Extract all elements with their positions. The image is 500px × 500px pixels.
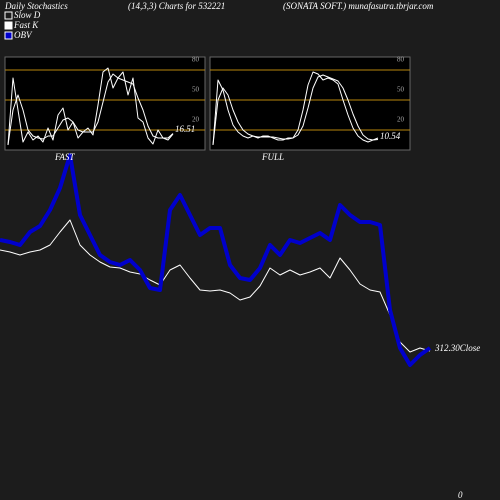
series-line: [212, 74, 379, 146]
legend-label: Slow D: [14, 10, 41, 20]
y-tick-label: 50: [397, 86, 405, 94]
source: (SONATA SOFT.) munafasutra.tbrjar.com: [283, 1, 434, 11]
title: Daily Stochastics: [4, 1, 68, 11]
series-line: [0, 153, 432, 367]
annotation: 312.30Close: [434, 343, 480, 353]
panel-title: FAST: [54, 152, 75, 162]
annotation: 16.51: [175, 124, 195, 134]
y-tick-label: 80: [397, 56, 405, 64]
subtitle: (14,3,3) Charts for 532221: [128, 1, 225, 11]
footer: 0: [458, 490, 463, 500]
y-tick-label: 20: [192, 116, 200, 124]
y-tick-label: 50: [192, 86, 200, 94]
legend-swatch: [4, 31, 13, 40]
y-tick-label: 20: [397, 116, 405, 124]
series-line: [7, 73, 174, 146]
legend-label: OBV: [14, 30, 33, 40]
series-line: [0, 219, 431, 353]
y-tick-label: 80: [192, 56, 200, 64]
panel-title: FULL: [261, 152, 284, 162]
legend-swatch: [4, 11, 13, 20]
panel: [209, 56, 411, 151]
annotation: 10.54: [380, 131, 401, 141]
legend-label: Fast K: [13, 20, 39, 30]
legend-swatch: [4, 21, 13, 30]
series-line: [212, 71, 379, 146]
